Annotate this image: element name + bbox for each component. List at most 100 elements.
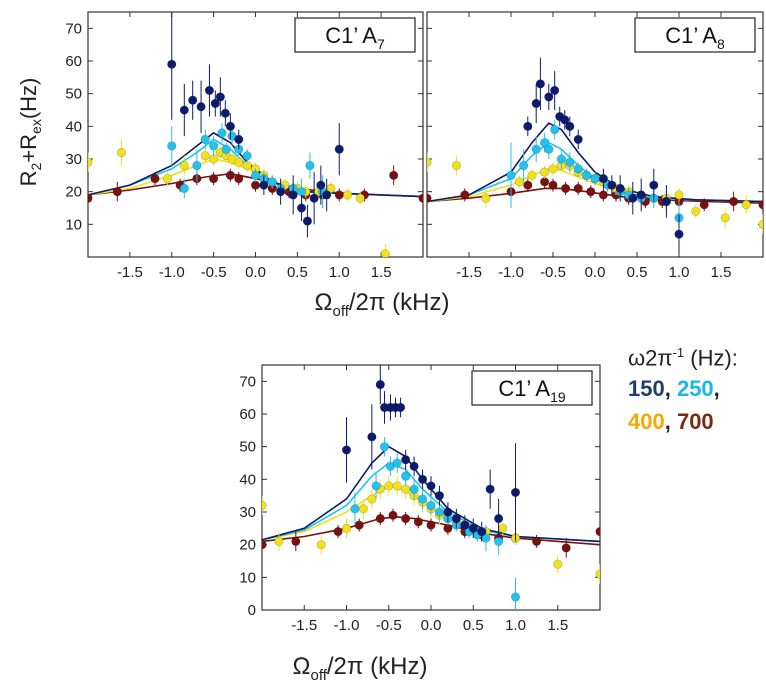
data-point-150 (196, 102, 206, 112)
legend-row-1: 150, 250, (628, 376, 720, 402)
data-point-150 (259, 180, 269, 190)
data-point-250 (267, 177, 277, 187)
data-point-250 (518, 160, 529, 171)
data-point-700 (426, 520, 436, 530)
data-point-400 (380, 249, 390, 257)
legend-entry-250: 250 (676, 376, 714, 402)
data-point-150 (210, 98, 220, 109)
y-tick-label: 10 (239, 569, 256, 586)
data-point-150 (167, 59, 177, 69)
data-point-150 (544, 92, 554, 102)
legend: ω2π-1 (Hz): 150, 250, 400, 700 (628, 345, 763, 437)
data-point-700 (460, 190, 470, 200)
data-point-150 (341, 445, 352, 455)
x-tick-label: -1.5 (291, 617, 317, 634)
x-tick-label: 0.5 (463, 617, 484, 634)
x-tick-label: 1.5 (711, 264, 732, 281)
panel-1: -1.5 -1.0 -0.5 0.0 0.5 1.0 1.5 10 20 30 40 50 60 70 C1… (65, 11, 424, 281)
panel-2: -1.5 -1.0 -0.5 0.0 0.5 1.0 1.5 C1’ A8 (426, 11, 764, 281)
data-point-150 (395, 402, 406, 413)
data-point-150 (288, 190, 298, 200)
x-tick-label: 0.0 (421, 617, 442, 634)
data-point-150 (401, 455, 411, 465)
data-point-250 (350, 504, 360, 514)
data-point-250 (550, 125, 560, 135)
data-point-250 (556, 154, 567, 164)
data-point-250 (379, 442, 390, 452)
data-point-250 (217, 128, 227, 138)
data-point-150 (628, 193, 638, 203)
data-point-700 (112, 187, 122, 197)
data-point-150 (636, 190, 646, 200)
plot-frame (426, 11, 764, 258)
data-point-400 (548, 164, 558, 174)
data-point-250 (401, 471, 411, 481)
data-point-150 (225, 121, 235, 131)
y-tick-label: 20 (239, 537, 256, 554)
data-point-400 (343, 190, 353, 200)
y-tick-label: 50 (239, 439, 256, 456)
data-point-250 (209, 141, 219, 151)
data-point-250 (573, 164, 583, 174)
data-point-400 (539, 167, 550, 177)
fit-curve-150 (427, 122, 763, 203)
data-point-250 (581, 170, 592, 180)
y-tick-label: 0 (248, 602, 256, 619)
data-point-150 (322, 190, 332, 200)
x-tick-label: 1.5 (547, 617, 568, 634)
x-tick-label: 1.0 (669, 264, 690, 281)
data-point-700 (595, 527, 600, 537)
data-point-700 (418, 193, 423, 203)
data-point-250 (506, 170, 516, 180)
data-point-250 (392, 458, 402, 468)
data-point-250 (590, 174, 600, 184)
data-point-150 (409, 461, 419, 471)
data-point-700 (699, 200, 709, 210)
data-point-150 (510, 487, 521, 498)
x-tick-label: 0.5 (287, 264, 308, 281)
data-point-700 (88, 193, 93, 203)
data-point-700 (443, 523, 453, 533)
data-point-700 (728, 196, 739, 207)
data-point-250 (409, 484, 419, 494)
data-point-150 (607, 180, 617, 190)
data-point-400 (392, 481, 402, 491)
data-point-250 (531, 144, 541, 154)
y-tick-label: 60 (65, 53, 82, 70)
data-point-700 (334, 190, 344, 200)
data-point-700 (234, 174, 244, 184)
data-point-150 (560, 115, 570, 125)
y-tick-label: 70 (65, 20, 82, 37)
data-point-400 (427, 157, 432, 167)
y-tick-label: 30 (65, 151, 82, 168)
data-point-400 (116, 147, 127, 158)
data-point-150 (316, 180, 326, 190)
data-point-150 (661, 196, 672, 207)
data-point-150 (565, 121, 575, 131)
data-point-700 (389, 170, 399, 180)
data-point-400 (674, 190, 684, 200)
panel-title-box (294, 17, 416, 53)
data-point-250 (565, 157, 575, 167)
data-point-700 (375, 513, 385, 524)
plot-frame (87, 11, 424, 258)
data-point-250 (296, 187, 307, 197)
data-point-250 (242, 151, 252, 161)
data-point-700 (413, 517, 423, 527)
legend-entry-150: 150 (628, 376, 665, 402)
data-point-150 (426, 481, 436, 491)
y-tick-label: 40 (65, 118, 82, 135)
data-point-400 (741, 200, 751, 210)
data-point-700 (225, 170, 235, 180)
data-point-400 (527, 170, 537, 180)
legend-entry-700: 700 (676, 409, 714, 435)
data-point-150 (535, 79, 546, 89)
data-point-700 (150, 174, 160, 184)
data-point-150 (375, 380, 385, 390)
data-point-700 (401, 513, 411, 524)
data-point-400 (234, 157, 244, 167)
x-tick-label: -1.0 (159, 264, 185, 281)
data-point-400 (720, 213, 730, 223)
data-point-400 (162, 174, 173, 184)
